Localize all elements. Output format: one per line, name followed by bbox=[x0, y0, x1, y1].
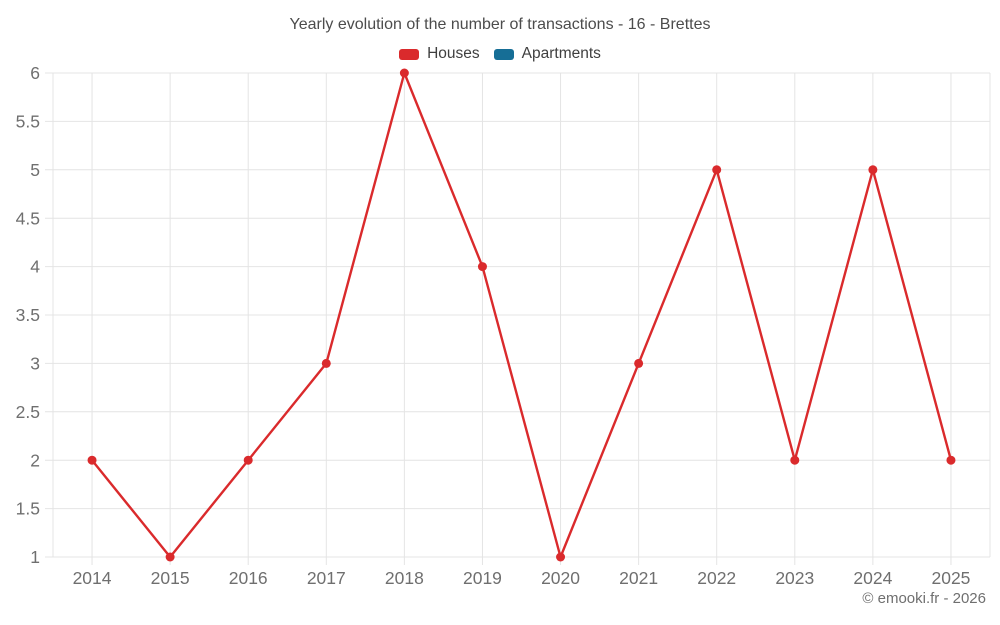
y-axis-tick-label: 1.5 bbox=[16, 499, 40, 519]
data-point-houses-2019[interactable] bbox=[477, 262, 487, 272]
data-point-houses-2016[interactable] bbox=[243, 455, 253, 465]
data-point-houses-2018[interactable] bbox=[399, 68, 409, 78]
x-axis-tick-label: 2023 bbox=[775, 568, 814, 588]
y-axis-tick-label: 5.5 bbox=[16, 112, 40, 132]
x-axis-tick-label: 2014 bbox=[73, 568, 112, 588]
data-point-houses-2023[interactable] bbox=[790, 455, 800, 465]
y-axis-tick-label: 1 bbox=[30, 547, 40, 567]
legend-label: Houses bbox=[427, 45, 480, 62]
x-axis-tick-label: 2024 bbox=[853, 568, 892, 588]
x-axis-tick-label: 2022 bbox=[697, 568, 736, 588]
y-axis-tick-label: 2 bbox=[30, 450, 40, 470]
y-axis-tick-label: 4 bbox=[30, 257, 40, 277]
data-point-houses-2017[interactable] bbox=[321, 358, 331, 368]
x-axis-tick-label: 2017 bbox=[307, 568, 346, 588]
x-axis-tick-label: 2020 bbox=[541, 568, 580, 588]
legend-item-apartments[interactable]: Apartments bbox=[493, 45, 601, 63]
legend-swatch-apartments bbox=[493, 48, 514, 60]
legend: Houses Apartments bbox=[0, 45, 1000, 63]
y-axis-tick-label: 4.5 bbox=[16, 208, 40, 228]
y-axis-tick-label: 5 bbox=[30, 160, 40, 180]
y-axis-tick-label: 3 bbox=[30, 354, 40, 374]
series-line-houses bbox=[90, 71, 953, 559]
data-point-houses-2020[interactable] bbox=[556, 552, 566, 562]
x-axis-tick-label: 2019 bbox=[463, 568, 502, 588]
data-point-houses-2025[interactable] bbox=[946, 455, 956, 465]
y-axis-tick-label: 2.5 bbox=[16, 402, 40, 422]
watermark: © emooki.fr - 2026 bbox=[862, 590, 986, 607]
x-axis-tick-label: 2021 bbox=[619, 568, 658, 588]
x-axis-tick-label: 2025 bbox=[931, 568, 970, 588]
legend-swatch-houses bbox=[399, 48, 420, 60]
data-point-houses-2015[interactable] bbox=[165, 552, 175, 562]
x-axis-tick-label: 2016 bbox=[229, 568, 268, 588]
legend-label: Apartments bbox=[521, 45, 601, 62]
y-axis-tick-label: 3.5 bbox=[16, 305, 40, 325]
x-axis-tick-label: 2018 bbox=[385, 568, 424, 588]
data-point-houses-2021[interactable] bbox=[634, 358, 644, 368]
y-axis-tick-label: 6 bbox=[30, 63, 40, 83]
legend-item-houses[interactable]: Houses bbox=[399, 45, 480, 63]
data-point-houses-2024[interactable] bbox=[868, 165, 878, 175]
x-axis-tick-label: 2015 bbox=[151, 568, 190, 588]
data-point-houses-2014[interactable] bbox=[87, 455, 97, 465]
data-point-houses-2022[interactable] bbox=[712, 165, 722, 175]
chart-title: Yearly evolution of the number of transa… bbox=[289, 16, 711, 33]
